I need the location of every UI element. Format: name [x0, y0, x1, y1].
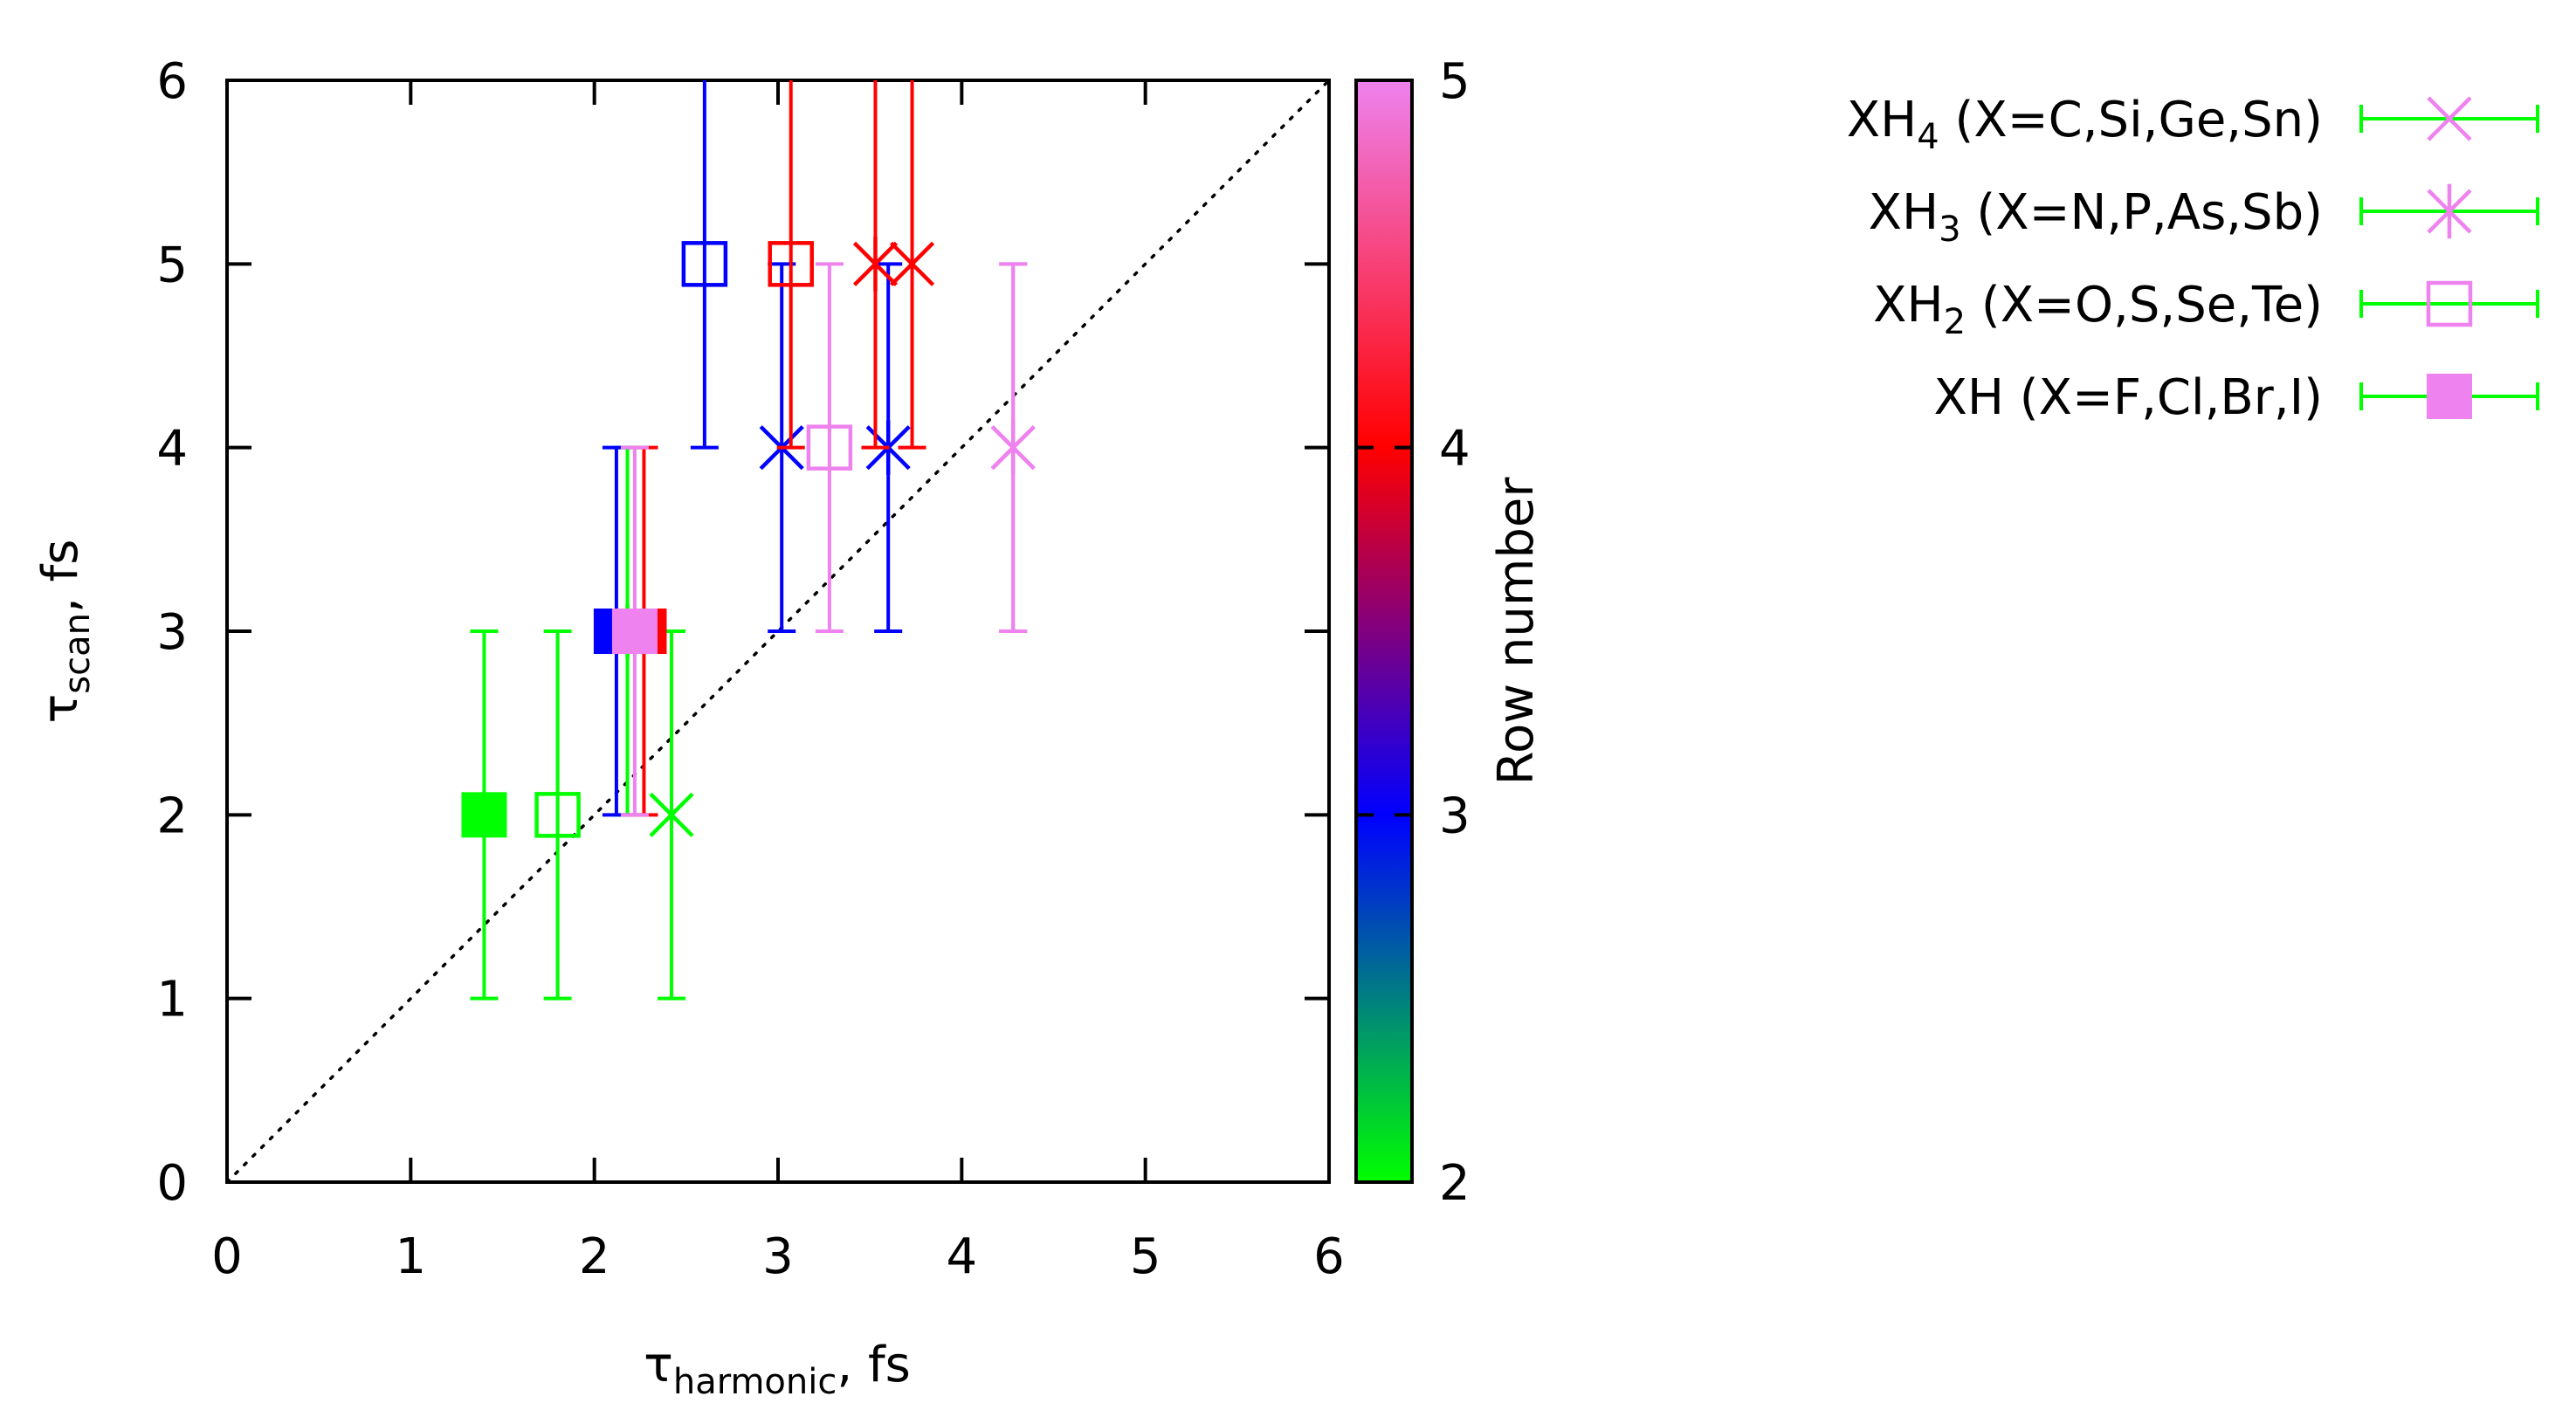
x-axis-title-unit: , fs	[837, 1337, 911, 1393]
legend-marker	[2427, 183, 2472, 239]
data-point	[768, 80, 814, 450]
colorbar-ticks: 2 3 4 5	[1356, 53, 1471, 1212]
data-point	[681, 80, 728, 450]
marker-stroke	[681, 241, 728, 287]
legend-label-rest: (X=N,P,As,Sb)	[1961, 184, 2323, 241]
marker-stroke	[2427, 96, 2472, 141]
point-marker	[990, 420, 1036, 475]
point-marker	[681, 241, 728, 287]
y-tick-label: 0	[156, 1155, 188, 1212]
marker-fill	[461, 792, 507, 838]
y-axis-title-main: τ	[32, 694, 89, 724]
marker-stroke	[768, 241, 814, 287]
marker-stroke	[889, 241, 935, 286]
legend-label: XH2 (X=O,S,Se,Te)	[1873, 277, 2323, 342]
x-tick-label: 6	[1313, 1228, 1345, 1285]
point-marker	[889, 241, 935, 286]
legend-marker	[2427, 374, 2472, 419]
colorbar-title: Row number	[1488, 477, 1545, 786]
marker-stroke	[2426, 280, 2473, 327]
data-marks	[461, 80, 1036, 1001]
x-tick-label: 3	[762, 1228, 794, 1285]
data-point	[461, 629, 507, 1001]
marker-stroke	[534, 792, 581, 838]
colorbar-tick-label: 4	[1439, 421, 1471, 478]
x-tick-label: 1	[396, 1228, 427, 1285]
point-marker	[806, 424, 853, 471]
marker-fill	[611, 609, 658, 654]
y-tick-label: 6	[156, 53, 188, 110]
point-marker	[461, 792, 507, 838]
marker-fill	[2427, 374, 2472, 419]
x-tick-label: 4	[947, 1228, 978, 1285]
point-marker	[768, 241, 814, 287]
legend-label: XH3 (X=N,P,As,Sb)	[1869, 184, 2323, 250]
legend-entry: XH3 (X=N,P,As,Sb)	[1869, 183, 2539, 250]
legend-marker	[2426, 280, 2473, 327]
axis-ticks: 0 1 2 3 4 5 6 0 1 2 3 4 5 6	[156, 53, 1344, 1285]
legend-label-base: XH	[1869, 184, 1939, 241]
legend-marker	[2427, 96, 2472, 141]
legend-label-base: XH	[1934, 369, 2004, 426]
y-tick-label: 4	[156, 421, 188, 478]
legend-entry: XH4 (X=C,Si,Ge,Sn)	[1847, 92, 2539, 157]
data-point	[889, 80, 935, 450]
data-point	[611, 445, 658, 817]
legend-label-base: XH	[1873, 277, 1943, 334]
point-marker	[852, 237, 899, 292]
x-tick-label: 2	[579, 1228, 610, 1285]
legend-label: XH (X=F,Cl,Br,I)	[1934, 369, 2324, 426]
data-point	[990, 262, 1036, 633]
x-axis-title-sub: harmonic	[673, 1362, 837, 1402]
x-tick-label: 5	[1130, 1228, 1161, 1285]
legend-label-subscript: 2	[1944, 302, 1966, 342]
data-point	[806, 262, 853, 633]
data-point	[649, 629, 694, 1001]
colorbar-tick-label: 5	[1439, 53, 1471, 110]
legend-label: XH4 (X=C,Si,Ge,Sn)	[1847, 92, 2323, 157]
x-tick-label: 0	[211, 1228, 243, 1285]
legend-entry: XH2 (X=O,S,Se,Te)	[1873, 277, 2539, 342]
legend-label-base: XH	[1847, 92, 1917, 148]
y-tick-label: 5	[156, 237, 188, 293]
legend: XH4 (X=C,Si,Ge,Sn)XH3 (X=N,P,As,Sb)XH2 (…	[1847, 92, 2539, 426]
legend-label-rest: (X=O,S,Se,Te)	[1966, 277, 2323, 334]
legend-label-subscript: 3	[1939, 210, 1960, 250]
point-marker	[611, 609, 658, 654]
legend-label-rest: (X=C,Si,Ge,Sn)	[1939, 92, 2323, 148]
point-marker	[649, 792, 694, 837]
marker-stroke	[806, 424, 853, 471]
colorbar-tick-label: 3	[1439, 788, 1471, 844]
data-point	[534, 629, 581, 1001]
y-axis-title: τscan, fs	[32, 540, 98, 724]
legend-label-subscript: 4	[1917, 117, 1939, 157]
identity-diagonal	[225, 79, 1331, 1184]
colorbar-tick-label: 2	[1439, 1155, 1471, 1212]
colorbar	[1354, 79, 1414, 1184]
marker-stroke	[649, 792, 694, 837]
y-tick-label: 1	[156, 972, 188, 1028]
y-axis-title-sub: scan	[58, 613, 98, 694]
legend-label-rest: (X=F,Cl,Br,I)	[2004, 369, 2323, 426]
point-marker	[534, 792, 581, 838]
data-point	[852, 80, 899, 450]
y-axis-title-unit: , fs	[32, 540, 89, 614]
legend-entry: XH (X=F,Cl,Br,I)	[1934, 369, 2539, 426]
x-axis-title: τharmonic, fs	[644, 1337, 911, 1402]
x-axis-title-main: τ	[644, 1337, 673, 1393]
y-tick-label: 2	[156, 788, 188, 844]
y-tick-label: 3	[156, 604, 188, 661]
